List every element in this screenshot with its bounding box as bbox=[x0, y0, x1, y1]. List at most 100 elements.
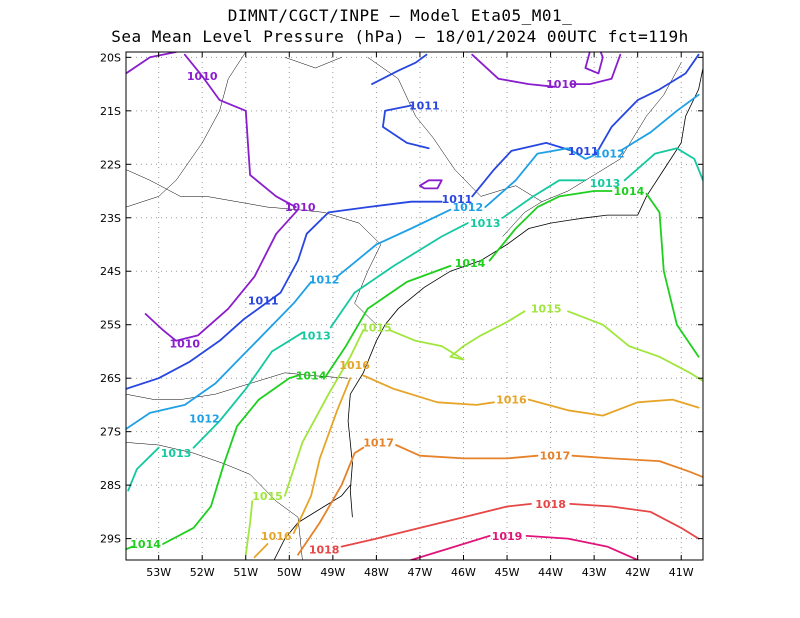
x-tick-label: 48W bbox=[364, 566, 389, 579]
isobar-label-1017: 1017 bbox=[363, 436, 394, 449]
isobar-lines bbox=[126, 52, 703, 560]
isobar-1012 bbox=[619, 93, 700, 152]
chart-title-line2: Sea Mean Level Pressure (hPa) — 18/01/20… bbox=[111, 27, 689, 46]
isobar-label-1011: 1011 bbox=[568, 145, 599, 158]
isobar-label-1013: 1013 bbox=[300, 329, 331, 342]
isobar-1011 bbox=[382, 104, 430, 150]
isobar-label-1011: 1011 bbox=[409, 99, 440, 112]
isobar-1010 bbox=[144, 208, 299, 342]
isobar-1014 bbox=[645, 192, 700, 358]
isobar-1015 bbox=[284, 329, 365, 497]
isobar-1014 bbox=[488, 190, 613, 262]
isobar-label-1011: 1011 bbox=[442, 193, 473, 206]
isobar-1014 bbox=[162, 374, 299, 545]
state-border bbox=[367, 57, 682, 202]
isobar-1010 bbox=[419, 179, 443, 190]
y-tick-label: 20S bbox=[100, 51, 121, 64]
isobar-label-1010: 1010 bbox=[187, 70, 218, 83]
x-tick-label: 50W bbox=[277, 566, 302, 579]
isobar-1013 bbox=[623, 147, 703, 182]
isobar-label-1011: 1011 bbox=[248, 295, 279, 308]
y-tick-label: 29S bbox=[100, 533, 121, 546]
x-tick-label: 52W bbox=[190, 566, 215, 579]
isobar-label-1015: 1015 bbox=[531, 303, 562, 316]
y-tick-label: 23S bbox=[100, 212, 121, 225]
isobar-label-1012: 1012 bbox=[594, 148, 625, 161]
isobar-1011 bbox=[595, 53, 700, 155]
isobar-1013 bbox=[127, 446, 160, 492]
isobar-1019 bbox=[525, 535, 639, 560]
isobar-1017 bbox=[571, 454, 703, 478]
plot-frame bbox=[125, 51, 704, 561]
x-tick-label: 46W bbox=[451, 566, 476, 579]
state-border bbox=[284, 57, 342, 69]
y-tick-label: 21S bbox=[100, 105, 121, 118]
y-tick-label: 28S bbox=[100, 479, 121, 492]
x-tick-label: 43W bbox=[582, 566, 607, 579]
isobar-label-1010: 1010 bbox=[546, 78, 577, 91]
x-tick-label: 42W bbox=[625, 566, 650, 579]
isobar-label-1017: 1017 bbox=[540, 450, 571, 463]
isobar-1015 bbox=[244, 500, 254, 556]
gridlines bbox=[126, 52, 703, 560]
isobar-1015 bbox=[388, 310, 526, 361]
isobar-1010 bbox=[183, 53, 297, 208]
isobar-label-1019: 1019 bbox=[492, 530, 523, 543]
isobar-label-1010: 1010 bbox=[169, 337, 200, 350]
y-tick-label: 24S bbox=[100, 265, 121, 278]
isobar-1018 bbox=[340, 503, 532, 548]
isobar-1018 bbox=[569, 503, 700, 540]
isobar-1017 bbox=[395, 444, 539, 460]
isobar-1017 bbox=[297, 446, 365, 556]
isobar-1016 bbox=[292, 377, 352, 535]
x-tick-label: 41W bbox=[669, 566, 694, 579]
coastline-and-borders bbox=[126, 52, 703, 560]
isobar-labels: 1010101010101010101110111011101110121012… bbox=[130, 70, 644, 556]
x-tick-label: 49W bbox=[320, 566, 345, 579]
isobar-1013 bbox=[192, 331, 304, 449]
isobar-label-1014: 1014 bbox=[130, 538, 161, 551]
isobar-1013 bbox=[329, 222, 469, 329]
isobar-1012 bbox=[484, 147, 600, 208]
state-border bbox=[502, 201, 543, 237]
isobar-label-1018: 1018 bbox=[535, 498, 566, 511]
isobar-1010 bbox=[126, 52, 177, 75]
y-tick-label: 27S bbox=[100, 426, 121, 439]
x-tick-label: 53W bbox=[146, 566, 171, 579]
coastline bbox=[347, 67, 703, 518]
isobar-1016 bbox=[362, 374, 495, 406]
x-axis-ticks: 53W 52W 51W 50W 49W 48W 47W 46W 45W 44W 43W 42W 41W bbox=[146, 52, 694, 579]
isobar-1016 bbox=[527, 398, 700, 417]
chart-title-line1: DIMNT/CGCT/INPE — Model Eta05_M01_ bbox=[227, 6, 573, 25]
coastline-south bbox=[273, 484, 351, 560]
isobar-label-1016: 1016 bbox=[496, 394, 527, 407]
isobar-label-1016: 1016 bbox=[339, 359, 370, 372]
isobar-label-1015: 1015 bbox=[252, 490, 283, 503]
isobar-label-1013: 1013 bbox=[161, 447, 192, 460]
x-tick-label: 47W bbox=[408, 566, 433, 579]
isobar-label-1012: 1012 bbox=[453, 201, 484, 214]
isobar-1011 bbox=[371, 53, 428, 85]
isobar-label-1012: 1012 bbox=[189, 412, 220, 425]
y-tick-label: 26S bbox=[100, 372, 121, 385]
state-border bbox=[126, 442, 303, 560]
isobar-1010 bbox=[569, 53, 622, 85]
isobar-1013 bbox=[501, 179, 587, 219]
isobar-1014 bbox=[325, 265, 452, 377]
isobar-label-1010: 1010 bbox=[285, 201, 316, 214]
isobar-1016 bbox=[253, 543, 269, 559]
x-tick-label: 44W bbox=[538, 566, 563, 579]
state-border bbox=[126, 52, 247, 208]
y-tick-label: 25S bbox=[100, 319, 121, 332]
x-tick-label: 51W bbox=[233, 566, 258, 579]
isobar-label-1014: 1014 bbox=[614, 185, 645, 198]
isobar-label-1018: 1018 bbox=[309, 543, 340, 556]
state-border bbox=[126, 372, 349, 400]
isobar-1012 bbox=[126, 281, 312, 430]
y-tick-label: 22S bbox=[100, 158, 121, 171]
isobar-label-1014: 1014 bbox=[455, 257, 486, 270]
isobar-1011 bbox=[471, 142, 574, 198]
isobar-label-1013: 1013 bbox=[590, 177, 621, 190]
isobar-label-1014: 1014 bbox=[296, 370, 327, 383]
